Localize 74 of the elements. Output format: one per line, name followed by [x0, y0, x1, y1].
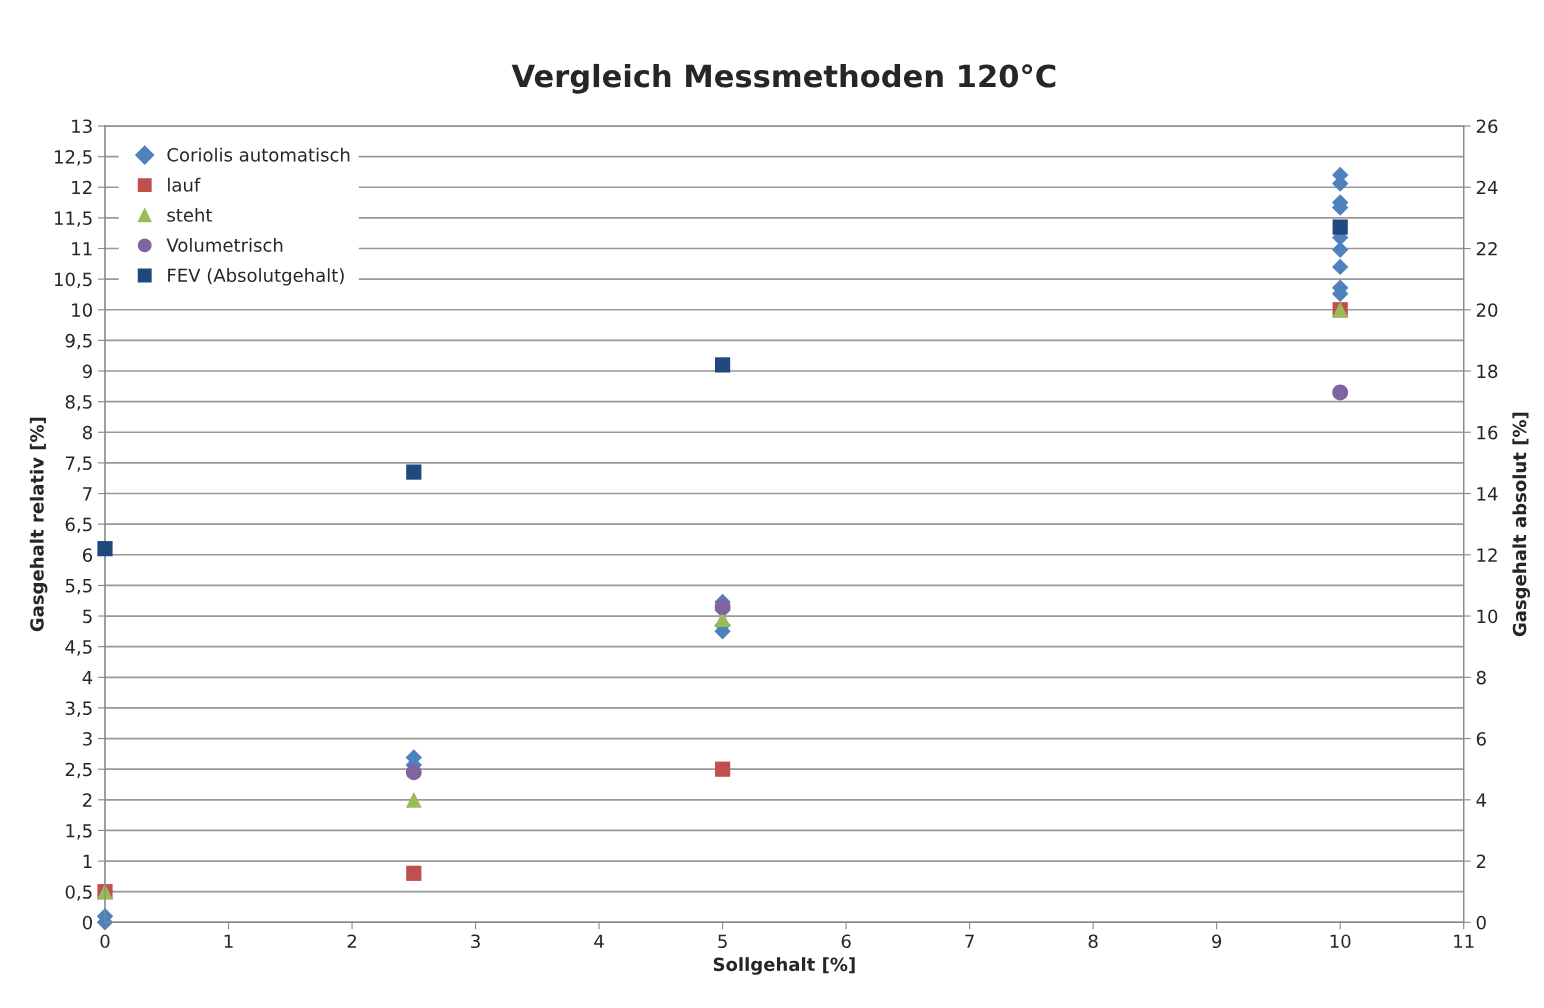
y-tick-label: 3: [83, 732, 92, 746]
y-tick-label: 7,5: [65, 456, 92, 472]
y2-tick-label: 4: [1476, 793, 1486, 807]
legend-label: Coriolis automatisch: [167, 147, 350, 162]
point: [714, 761, 731, 777]
x-tick-label: 8: [1088, 934, 1098, 949]
x-tick-label: 4: [594, 934, 604, 948]
y-tick-label: 12,5: [54, 150, 92, 166]
y2-tick-label: 6: [1476, 732, 1486, 746]
y-tick-label: 11: [72, 242, 92, 256]
y2-tick-label: 2: [1476, 854, 1486, 868]
x-axis-title: Sollgehalt [%]: [713, 957, 855, 975]
y-tick-label: 0,5: [65, 885, 92, 901]
point: [1331, 258, 1349, 276]
y-tick-label: 1: [83, 854, 92, 868]
x-tick-label: 2: [347, 934, 356, 948]
x-tick-label: 9: [1212, 934, 1222, 949]
y-tick-label: 3,5: [65, 701, 92, 717]
point: [1332, 219, 1348, 235]
x-tick-label: 10: [1330, 934, 1351, 949]
y2-tick-label: 14: [1477, 487, 1498, 501]
x-tick-label: 5: [718, 934, 727, 949]
x-tick-label: 3: [471, 934, 480, 949]
legend-label: Volumetrisch: [166, 238, 283, 252]
y2-tick-label: 20: [1476, 303, 1498, 317]
x-tick-label: 0: [100, 934, 110, 949]
point: [714, 357, 731, 373]
legend-label: FEV (Absolutgehalt): [168, 268, 344, 286]
point: [714, 598, 731, 615]
y2-tick-label: 10: [1477, 609, 1498, 624]
point: [405, 791, 422, 808]
legend-label: steht: [167, 207, 213, 222]
y-tick-label: 0: [82, 915, 92, 930]
x-tick-label: 11: [1454, 934, 1474, 948]
y-tick-label: 10: [72, 303, 92, 317]
x-tick-label: 6: [841, 934, 851, 949]
x-tick-label: 7: [965, 934, 974, 948]
x-tick-label: 1: [224, 934, 233, 948]
y-tick-label: 6: [82, 548, 93, 562]
y-tick-label: 4: [82, 670, 93, 685]
y2-tick-label: 22: [1476, 241, 1497, 256]
point: [1331, 241, 1349, 258]
y-tick-label: 8: [82, 425, 92, 440]
y-tick-label: 7: [83, 487, 92, 501]
y-tick-label: 12: [72, 180, 92, 195]
y-tick-label: 10,5: [54, 272, 92, 289]
y-tick-label: 11,5: [54, 211, 92, 227]
y2-tick-label: 16: [1477, 425, 1498, 440]
y-axis-title: Gasgehalt relativ [%]: [29, 417, 48, 632]
y2-tick-label: 8: [1476, 670, 1486, 685]
y-tick-label: 9: [82, 364, 92, 379]
y2-tick-label: 12: [1477, 548, 1497, 562]
y-tick-label: 8,5: [65, 395, 92, 411]
y-tick-label: 5,5: [65, 579, 92, 595]
point: [406, 464, 422, 480]
y-tick-label: 4,5: [65, 640, 92, 656]
point: [1332, 384, 1349, 401]
y2-tick-label: 18: [1477, 364, 1498, 379]
y2-tick-label: 26: [1476, 119, 1498, 134]
y2-tick-label: 0: [1476, 915, 1486, 930]
y2-axis-title: Gasgehalt absolut [%]: [1512, 412, 1530, 637]
y-tick-label: 2: [83, 793, 92, 807]
y-tick-label: 1,5: [66, 824, 92, 840]
y-tick-label: 13: [72, 119, 92, 134]
legend-label: lauf: [168, 177, 201, 192]
y-tick-label: 5: [83, 609, 92, 624]
y-tick-label: 2,5: [65, 762, 92, 779]
y-tick-label: 9,5: [65, 333, 92, 350]
point: [406, 865, 422, 881]
chart-title: Vergleich Messmethoden 120°C: [511, 63, 1056, 94]
point: [405, 764, 422, 781]
point: [97, 541, 113, 557]
y-tick-label: 6,5: [65, 517, 92, 534]
y2-tick-label: 24: [1476, 180, 1498, 195]
